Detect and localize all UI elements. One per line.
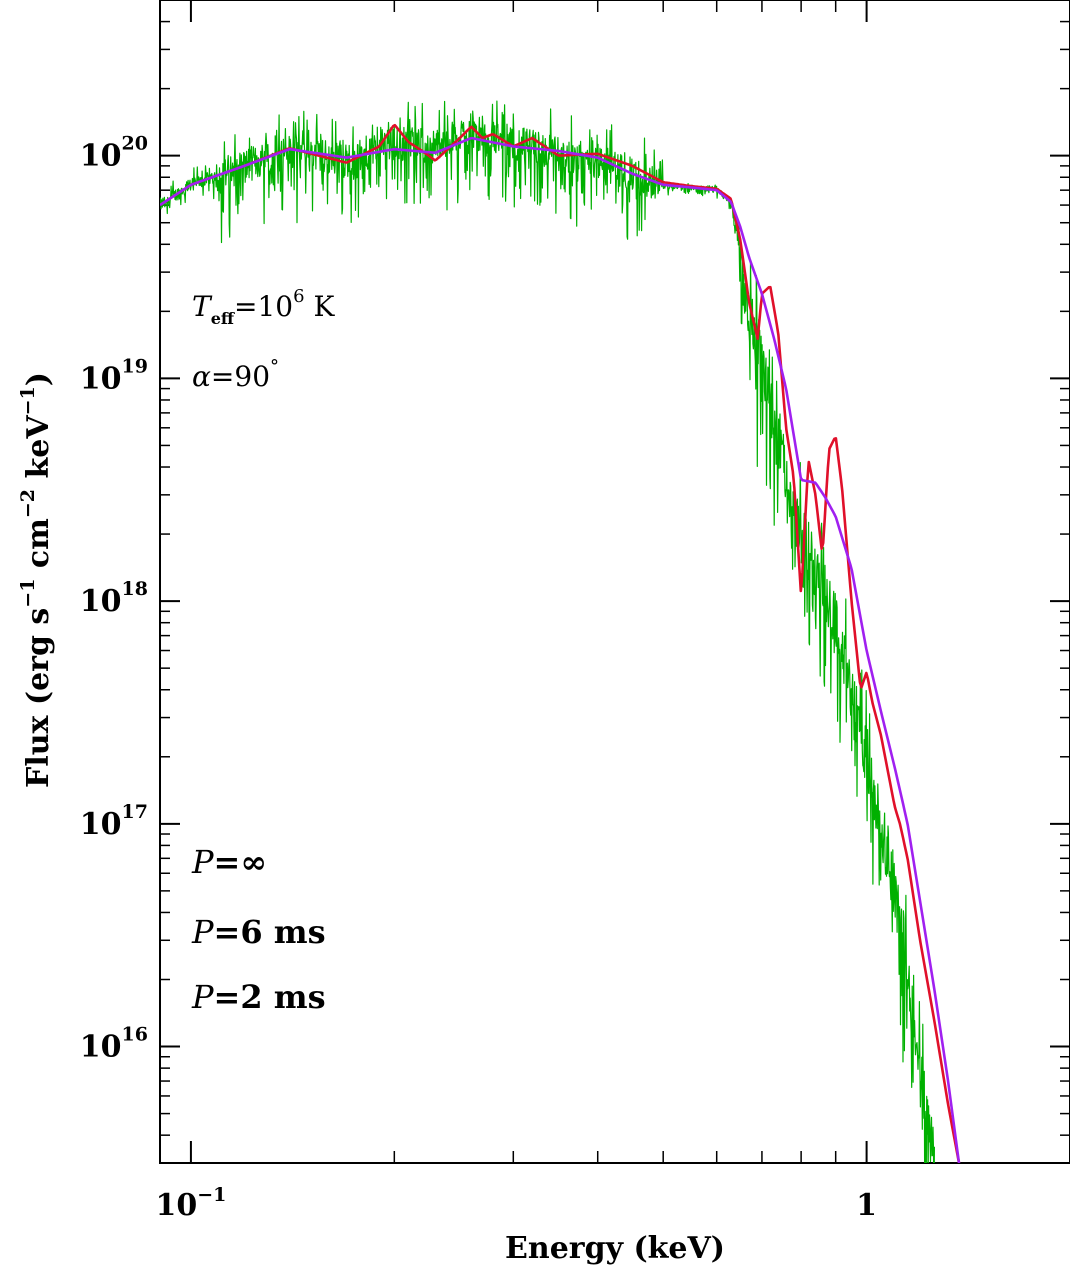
plot-frame	[159, 0, 1070, 1164]
series-line-p-2ms	[160, 136, 961, 1163]
teff-annotation: Teff=106 K	[192, 286, 335, 328]
alpha-annotation: α=90°	[192, 356, 279, 393]
x-tick-label: 10−1	[155, 1184, 226, 1223]
legend-entry-p-6ms: P=6 ms	[191, 913, 326, 951]
tick-labels: 10−1 1 1016 1017 1018 1019 1020	[80, 133, 877, 1223]
x-tick-label: 1	[856, 1188, 877, 1223]
legend: P=∞ P=6 ms P=2 ms	[191, 843, 326, 1016]
series-layer	[160, 100, 961, 1163]
series-line-p-inf	[160, 100, 935, 1163]
legend-entry-p-2ms: P=2 ms	[191, 978, 326, 1016]
y-tick-label: 1020	[80, 133, 148, 174]
y-axis-title: Flux (erg s−1 cm−2 keV−1)	[17, 372, 56, 788]
y-tick-label: 1016	[80, 1024, 148, 1065]
legend-entry-p-inf: P=∞	[191, 843, 267, 881]
y-tick-label: 1019	[80, 355, 148, 396]
y-tick-label: 1017	[80, 801, 148, 842]
major-ticks	[160, 0, 1070, 1163]
x-axis-title: Energy (keV)	[505, 1231, 725, 1266]
minor-ticks	[159, 0, 1070, 1164]
y-tick-label: 1018	[80, 578, 148, 619]
